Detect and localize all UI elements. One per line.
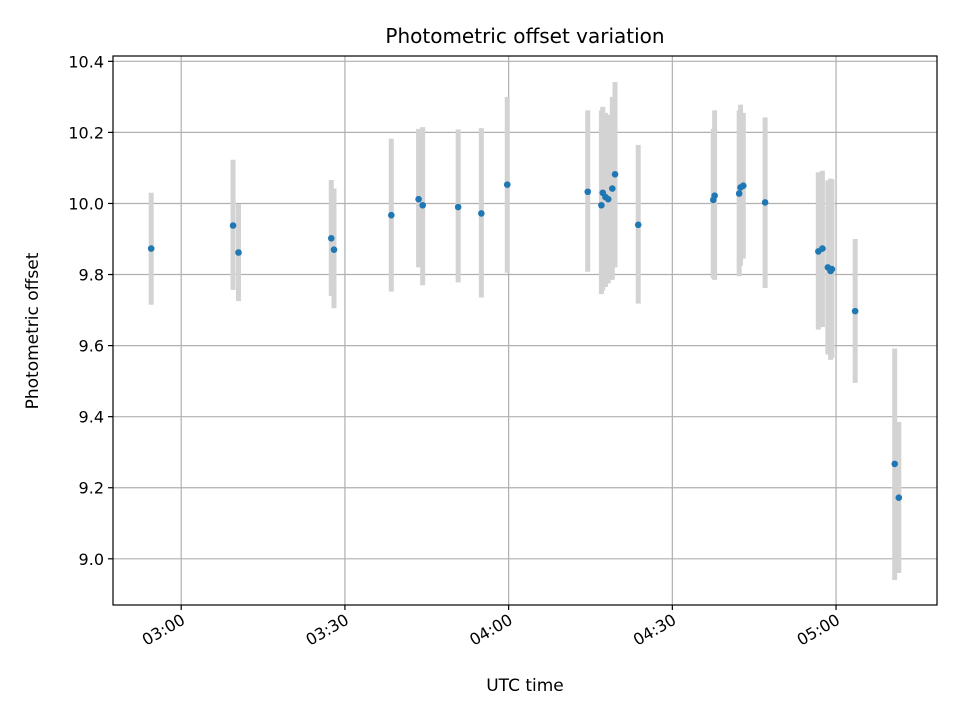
- x-axis-label: UTC time: [486, 676, 564, 696]
- y-axis-label: Photometric offset: [23, 252, 43, 409]
- data-point: [611, 171, 619, 178]
- data-point: [235, 249, 242, 256]
- data-point: [895, 494, 903, 501]
- data-point: [415, 195, 422, 203]
- data-point: [330, 246, 338, 253]
- chart-title: Photometric offset variation: [385, 24, 664, 48]
- data-point: [891, 460, 899, 468]
- data-point: [735, 190, 743, 197]
- data-point: [711, 192, 718, 199]
- data-point: [419, 201, 426, 209]
- data-point: [739, 182, 747, 189]
- data-point: [634, 221, 642, 229]
- y-tick-label: 9.6: [79, 337, 104, 356]
- y-tick-label: 10.0: [68, 194, 104, 213]
- data-point: [598, 201, 605, 209]
- y-tick-label: 10.4: [68, 52, 104, 71]
- data-point: [327, 234, 335, 242]
- y-tick-label: 10.2: [68, 123, 104, 142]
- data-point: [761, 199, 769, 206]
- data-points: [147, 171, 903, 501]
- plot-area-frame: [112, 55, 938, 606]
- y-tick-label: 9.2: [79, 479, 104, 498]
- data-point: [503, 181, 511, 188]
- y-axis-ticks: 9.0 9.2 9.4 9.6 9.8 10.0 10.2 10.4: [68, 52, 113, 569]
- data-point: [478, 210, 485, 217]
- data-point: [604, 195, 612, 203]
- data-point: [851, 307, 859, 315]
- data-point: [609, 185, 616, 192]
- data-point: [454, 203, 462, 211]
- data-point: [584, 188, 592, 196]
- y-tick-label: 9.0: [79, 550, 104, 569]
- y-tick-label: 9.4: [79, 408, 104, 427]
- y-tick-label: 9.8: [79, 266, 104, 285]
- data-point: [147, 245, 155, 252]
- data-point: [819, 245, 826, 252]
- data-point: [388, 211, 395, 219]
- data-point: [828, 265, 836, 273]
- data-point: [229, 222, 237, 229]
